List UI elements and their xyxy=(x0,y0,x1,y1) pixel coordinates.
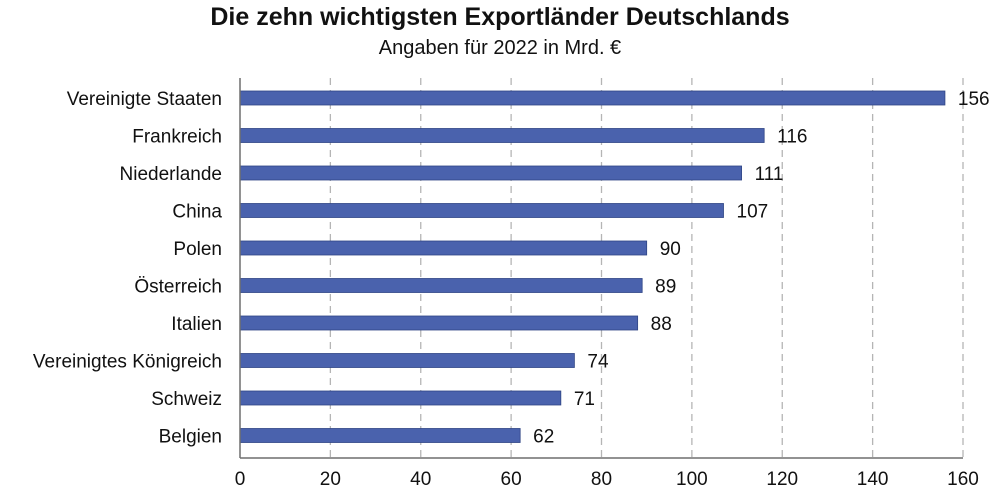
category-label: China xyxy=(172,202,222,223)
value-labels: 156 116 111 107 90 89 88 74 71 62 xyxy=(533,89,989,448)
value-label: 116 xyxy=(777,127,807,148)
bar xyxy=(239,240,648,256)
category-label: Niederlande xyxy=(120,164,222,185)
category-label: Vereinigtes Königreich xyxy=(33,352,222,373)
value-label: 89 xyxy=(655,277,676,298)
value-label: 62 xyxy=(533,427,554,448)
category-label: Italien xyxy=(171,314,222,335)
bar xyxy=(239,128,765,143)
category-label: Schweiz xyxy=(151,389,222,410)
value-label: 156 xyxy=(958,89,990,110)
category-labels: Vereinigte Staaten Frankreich Niederlande C… xyxy=(33,89,222,448)
bar xyxy=(239,428,521,443)
bar xyxy=(239,90,946,106)
category-label: Österreich xyxy=(134,277,222,298)
category-label: Vereinigte Staaten xyxy=(67,89,222,110)
value-label: 90 xyxy=(660,239,681,260)
chart-title: Die zehn wichtigsten Exportländer Deutsc… xyxy=(210,3,790,31)
tick-labels: 0 20 40 60 80 100 120 140 160 xyxy=(235,469,979,490)
value-label: 88 xyxy=(651,314,672,335)
bar xyxy=(239,203,724,218)
value-label: 111 xyxy=(755,164,784,185)
x-tick-label: 20 xyxy=(320,469,341,490)
category-label: Frankreich xyxy=(132,127,222,148)
x-tick-label: 80 xyxy=(591,469,612,490)
x-tick-label: 60 xyxy=(501,469,522,490)
bar xyxy=(239,165,742,181)
bar xyxy=(239,353,575,368)
value-label: 107 xyxy=(737,202,769,223)
x-tick-label: 0 xyxy=(235,469,246,490)
value-label: 74 xyxy=(587,352,609,373)
x-tick-label: 120 xyxy=(766,469,798,490)
x-tick-label: 100 xyxy=(676,469,708,490)
x-tick-label: 40 xyxy=(410,469,431,490)
category-label: Belgien xyxy=(159,427,222,448)
bar xyxy=(239,390,562,406)
category-label: Polen xyxy=(173,239,222,260)
value-label: 71 xyxy=(574,389,595,410)
bar xyxy=(239,278,643,293)
x-axis xyxy=(239,78,963,459)
x-tick-label: 160 xyxy=(947,469,979,490)
bar xyxy=(239,315,639,331)
bars xyxy=(239,90,946,443)
x-tick-label: 140 xyxy=(857,469,889,490)
chart-subtitle: Angaben für 2022 in Mrd. € xyxy=(378,37,622,59)
